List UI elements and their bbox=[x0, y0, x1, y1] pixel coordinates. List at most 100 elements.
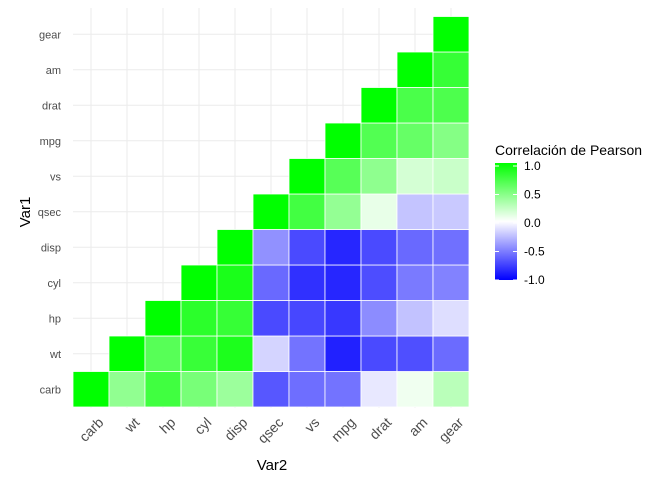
heatmap-tile-carb-drat bbox=[360, 371, 398, 408]
legend-tick-label: -1.0 bbox=[524, 273, 545, 287]
heatmap-tile-hp-gear bbox=[432, 300, 470, 337]
x-tick-label-carb: carb bbox=[76, 414, 107, 445]
heatmap-tile-carb-mpg bbox=[324, 371, 362, 408]
x-tick-label-disp: disp bbox=[221, 414, 251, 444]
heatmap-tile-qsec-vs bbox=[288, 193, 326, 230]
heatmap-tile-mpg-drat bbox=[360, 122, 398, 159]
heatmap-tile-cyl-qsec bbox=[252, 264, 290, 301]
heatmap-tile-carb-hp bbox=[144, 371, 182, 408]
heatmap-tile-wt-disp bbox=[216, 335, 254, 372]
y-tick-label-drat: drat bbox=[42, 100, 61, 112]
heatmap-tile-wt-hp bbox=[144, 335, 182, 372]
heatmap-tile-drat-gear bbox=[432, 87, 470, 124]
heatmap-tile-mpg-mpg bbox=[324, 122, 362, 159]
y-tick-label-wt: wt bbox=[49, 349, 61, 361]
legend-colorbar bbox=[495, 163, 517, 280]
heatmap-tile-carb-wt bbox=[108, 371, 146, 408]
y-tick-label-carb: carb bbox=[40, 384, 61, 396]
legend-ticks: 1.0 0.5 0.0 -0.5 -1.0 bbox=[495, 159, 545, 287]
heatmap-tile-carb-disp bbox=[216, 371, 254, 408]
heatmap-tile-wt-wt bbox=[108, 335, 146, 372]
heatmap-tile-cyl-mpg bbox=[324, 264, 362, 301]
heatmap-tile-carb-qsec bbox=[252, 371, 290, 408]
heatmap-tile-vs-drat bbox=[360, 158, 398, 195]
heatmap-tile-wt-qsec bbox=[252, 335, 290, 372]
heatmap-tile-hp-vs bbox=[288, 300, 326, 337]
heatmap-tile-vs-am bbox=[396, 158, 434, 195]
x-tick-label-am: am bbox=[405, 414, 430, 439]
y-tick-label-gear: gear bbox=[39, 29, 61, 41]
heatmap-tile-qsec-gear bbox=[432, 193, 470, 230]
heatmap-tile-vs-mpg bbox=[324, 158, 362, 195]
heatmap-tile-gear-gear bbox=[432, 16, 470, 53]
x-tick-label-hp: hp bbox=[156, 414, 178, 436]
x-tick-label-vs: vs bbox=[301, 414, 322, 435]
heatmap-tile-drat-am bbox=[396, 87, 434, 124]
y-tick-label-am: am bbox=[46, 65, 61, 77]
y-tick-label-disp: disp bbox=[41, 242, 61, 254]
heatmap-tile-cyl-gear bbox=[432, 264, 470, 301]
heatmap-tile-disp-vs bbox=[288, 229, 326, 266]
heatmap-tile-disp-disp bbox=[216, 229, 254, 266]
heatmap-tile-wt-cyl bbox=[180, 335, 218, 372]
heatmap-tile-carb-cyl bbox=[180, 371, 218, 408]
heatmap-tile-am-am bbox=[396, 51, 434, 88]
heatmap-tile-mpg-am bbox=[396, 122, 434, 159]
heatmap-tile-vs-vs bbox=[288, 158, 326, 195]
x-tick-label-wt: wt bbox=[121, 414, 143, 436]
heatmap-tile-carb-carb bbox=[72, 371, 110, 408]
heatmap-tile-qsec-drat bbox=[360, 193, 398, 230]
heatmap-tile-disp-drat bbox=[360, 229, 398, 266]
legend-title: Correlación de Pearson bbox=[495, 142, 642, 158]
y-axis-title: Var1 bbox=[17, 197, 34, 228]
legend-tick-label: -0.5 bbox=[524, 245, 545, 259]
legend-tick-label: 1.0 bbox=[524, 159, 541, 173]
heatmap-tile-qsec-am bbox=[396, 193, 434, 230]
heatmap-tile-hp-hp bbox=[144, 300, 182, 337]
heatmap-tile-am-gear bbox=[432, 51, 470, 88]
y-tick-label-mpg: mpg bbox=[40, 136, 61, 148]
heatmap-tile-carb-am bbox=[396, 371, 434, 408]
heatmap-tile-hp-cyl bbox=[180, 300, 218, 337]
x-tick-label-mpg: mpg bbox=[328, 414, 359, 445]
heatmap-tile-drat-drat bbox=[360, 87, 398, 124]
x-tick-label-gear: gear bbox=[435, 414, 466, 445]
heatmap-tile-hp-am bbox=[396, 300, 434, 337]
heatmap-tile-cyl-drat bbox=[360, 264, 398, 301]
heatmap-tile-carb-vs bbox=[288, 371, 326, 408]
heatmap-tile-hp-qsec bbox=[252, 300, 290, 337]
heatmap-tile-disp-am bbox=[396, 229, 434, 266]
heatmap-tile-mpg-gear bbox=[432, 122, 470, 159]
heatmap-tile-wt-gear bbox=[432, 335, 470, 372]
heatmap-tile-hp-mpg bbox=[324, 300, 362, 337]
heatmap-tile-cyl-disp bbox=[216, 264, 254, 301]
y-tick-label-qsec: qsec bbox=[38, 207, 62, 219]
x-axis-title: Var2 bbox=[257, 457, 288, 474]
heatmap-tile-cyl-vs bbox=[288, 264, 326, 301]
heatmap-tile-vs-gear bbox=[432, 158, 470, 195]
heatmap-tile-disp-qsec bbox=[252, 229, 290, 266]
y-tick-label-vs: vs bbox=[50, 171, 62, 183]
heatmap-tile-wt-mpg bbox=[324, 335, 362, 372]
x-tick-label-cyl: cyl bbox=[191, 414, 214, 437]
heatmap-tiles bbox=[72, 16, 470, 408]
heatmap-tile-wt-vs bbox=[288, 335, 326, 372]
x-tick-label-qsec: qsec bbox=[254, 414, 286, 446]
heatmap-tile-wt-drat bbox=[360, 335, 398, 372]
x-tick-label-drat: drat bbox=[366, 414, 394, 442]
heatmap-tile-wt-am bbox=[396, 335, 434, 372]
heatmap-tile-hp-disp bbox=[216, 300, 254, 337]
heatmap-tile-cyl-am bbox=[396, 264, 434, 301]
y-tick-label-cyl: cyl bbox=[48, 278, 61, 290]
heatmap-tile-qsec-qsec bbox=[252, 193, 290, 230]
x-axis-ticks: carb wt hp cyl disp qsec vs mpg drat am gear bbox=[76, 414, 467, 446]
y-tick-label-hp: hp bbox=[49, 313, 61, 325]
legend-tick-label: 0.0 bbox=[524, 216, 541, 230]
legend-tick-label: 0.5 bbox=[524, 188, 541, 202]
heatmap-tile-cyl-cyl bbox=[180, 264, 218, 301]
heatmap-tile-disp-mpg bbox=[324, 229, 362, 266]
heatmap-tile-disp-gear bbox=[432, 229, 470, 266]
heatmap-tile-qsec-mpg bbox=[324, 193, 362, 230]
